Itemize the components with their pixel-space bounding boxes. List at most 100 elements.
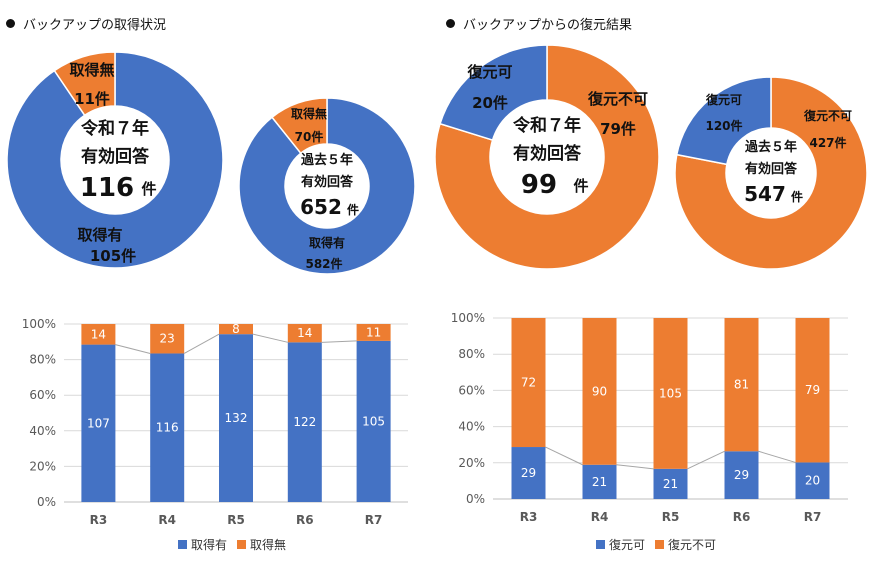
donut-slice-取得有	[238, 97, 416, 275]
legend-label: 取得有	[191, 538, 228, 552]
donut-center-caption: 有効回答	[301, 174, 354, 190]
donut-slice-label: 取得無	[291, 106, 327, 121]
donut-center-period: 令和７年	[81, 118, 149, 139]
bar-取得無	[219, 324, 253, 335]
data-label: 23	[160, 332, 175, 346]
series-line	[183, 333, 220, 354]
x-tick-label: R4	[158, 513, 176, 527]
donut-center-caption: 有効回答	[513, 143, 582, 164]
x-tick-label: R3	[90, 513, 108, 527]
bullet-icon	[6, 19, 15, 28]
donut-center-unit: 件	[141, 180, 156, 198]
y-tick-label: 40%	[29, 424, 56, 438]
donut-center-period: 過去５年	[744, 139, 797, 155]
y-tick-label: 0%	[37, 495, 56, 509]
bar-取得有	[219, 334, 253, 502]
x-tick-label: R4	[591, 510, 609, 524]
series-line	[321, 340, 357, 343]
y-tick-label: 0%	[466, 492, 485, 506]
legend-acquisition: 取得有 取得無	[168, 536, 286, 553]
donut-slice-value: 427件	[809, 135, 846, 150]
legend-swatch	[655, 540, 665, 549]
donut-center-unit: 件	[791, 189, 803, 204]
donut-slice-value: 105件	[90, 247, 136, 265]
series-line	[545, 446, 583, 466]
bar-復元可	[582, 464, 617, 499]
bar-取得無	[356, 324, 391, 341]
donut-slice-取得有	[6, 51, 224, 269]
data-label: 105	[362, 414, 385, 428]
data-label: 14	[91, 327, 106, 341]
donut-center-number: 99	[521, 170, 557, 200]
data-label: 21	[592, 475, 607, 489]
donut-center-number: 652	[300, 195, 342, 219]
series-line	[616, 464, 654, 470]
bar-取得有	[287, 342, 322, 502]
bar-取得有	[150, 353, 185, 502]
y-tick-label: 60%	[29, 388, 56, 402]
x-tick-label: R3	[520, 510, 538, 524]
data-label: 132	[225, 411, 248, 425]
data-label: 107	[87, 416, 110, 430]
series-line	[115, 344, 151, 354]
donut-slice-label: 取得有	[77, 226, 122, 244]
data-label: 14	[297, 326, 312, 340]
donut-center-period: 過去５年	[300, 152, 353, 168]
donut-center-unit: 件	[347, 202, 359, 217]
donut-slice-value: 79件	[600, 120, 636, 138]
data-label: 116	[156, 421, 179, 435]
data-label: 122	[293, 415, 316, 429]
bar-復元不可	[795, 318, 830, 463]
donut-slice-取得無	[270, 97, 328, 155]
x-tick-label: R6	[733, 510, 751, 524]
donut-slice-label: 取得有	[309, 235, 345, 250]
y-tick-label: 80%	[458, 347, 485, 361]
y-tick-label: 80%	[29, 353, 56, 367]
donut-slice-label: 復元不可	[803, 108, 852, 123]
y-tick-label: 20%	[458, 456, 485, 470]
donut-slice-value: 582件	[305, 256, 342, 271]
y-tick-label: 20%	[29, 459, 56, 473]
bar-取得有	[81, 344, 116, 502]
legend-label: 復元可	[609, 538, 646, 552]
bar-復元不可	[582, 318, 617, 465]
data-label: 29	[521, 466, 536, 480]
donut-center-period: 令和７年	[513, 115, 581, 136]
x-tick-label: R7	[365, 513, 383, 527]
donut-slice-value: 11件	[74, 90, 110, 108]
bar-復元不可	[653, 318, 688, 469]
data-label: 29	[734, 468, 749, 482]
y-tick-label: 60%	[458, 383, 485, 397]
left-section-title: バックアップの取得状況	[6, 14, 166, 33]
bar-取得無	[287, 324, 322, 343]
legend-label: 復元不可	[668, 538, 717, 552]
donut-center-number: 116	[80, 173, 134, 203]
donut-slice-value: 70件	[295, 129, 324, 144]
legend-swatch	[596, 540, 605, 549]
x-tick-label: R5	[662, 510, 680, 524]
series-line	[687, 450, 725, 470]
data-label: 72	[521, 376, 536, 390]
legend-swatch	[237, 540, 247, 549]
bar-取得無	[150, 324, 185, 354]
donut-slice-復元不可	[434, 44, 660, 270]
donut-center-caption: 有効回答	[81, 146, 150, 167]
data-label: 81	[734, 378, 749, 392]
series-line	[758, 450, 796, 463]
legend-restore: 復元可 復元不可	[586, 536, 716, 553]
right-section-title: バックアップからの復元結果	[446, 14, 632, 33]
legend-swatch	[178, 540, 187, 549]
donut-center-number: 547	[744, 182, 786, 206]
bar-復元可	[724, 451, 759, 499]
donut-center-caption: 有効回答	[745, 161, 798, 177]
donut-slice-label: 復元可	[705, 92, 742, 107]
donut-slice-label: 復元可	[466, 63, 512, 81]
x-tick-label: R7	[804, 510, 822, 524]
bar-復元可	[653, 468, 688, 499]
y-tick-label: 100%	[22, 317, 56, 331]
data-label: 21	[663, 477, 678, 491]
donut-slice-復元不可	[674, 76, 868, 270]
donut-slice-復元可	[675, 76, 772, 166]
donut-slice-復元可	[439, 44, 548, 142]
